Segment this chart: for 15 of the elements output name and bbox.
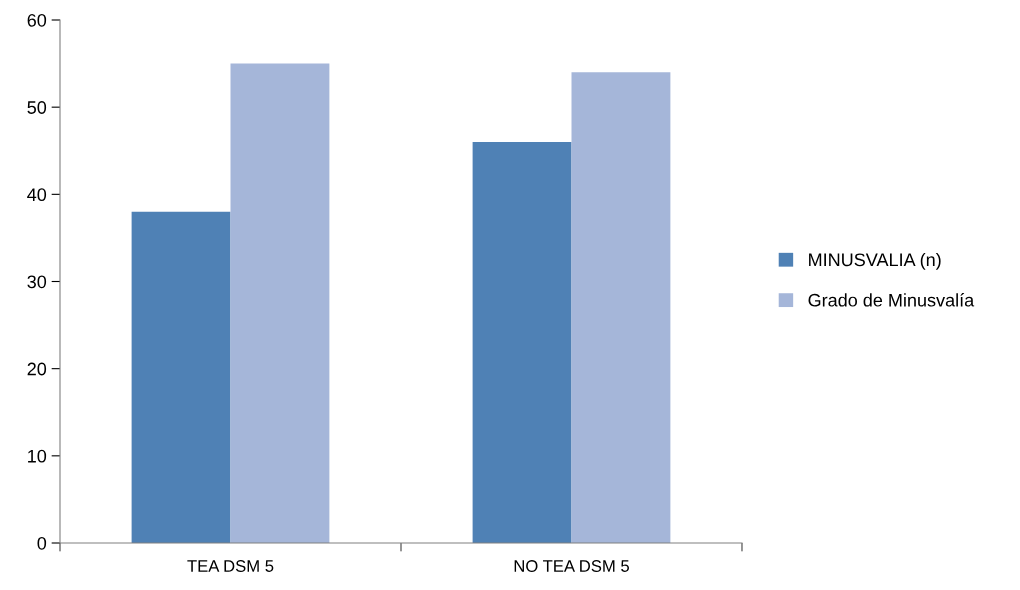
bar <box>230 63 330 543</box>
y-tick-label: 10 <box>28 449 47 463</box>
bar <box>131 211 231 543</box>
legend-label: Grado de Minusvalía <box>808 293 975 307</box>
legend-label: MINUSVALIA (n) <box>809 252 941 270</box>
y-tick-label: 20 <box>27 362 47 376</box>
y-tick-label: 50 <box>27 101 47 114</box>
y-tick-label: 0 <box>37 536 47 550</box>
y-tick-label: 30 <box>27 275 47 289</box>
y-tick-label: 40 <box>27 188 47 202</box>
bar <box>571 72 671 543</box>
bar <box>472 142 572 543</box>
x-tick-label: NO TEA DSM 5 <box>514 560 629 572</box>
x-tick-label: TEA DSM 5 <box>187 560 274 572</box>
y-tick-label: 60 <box>27 13 47 27</box>
